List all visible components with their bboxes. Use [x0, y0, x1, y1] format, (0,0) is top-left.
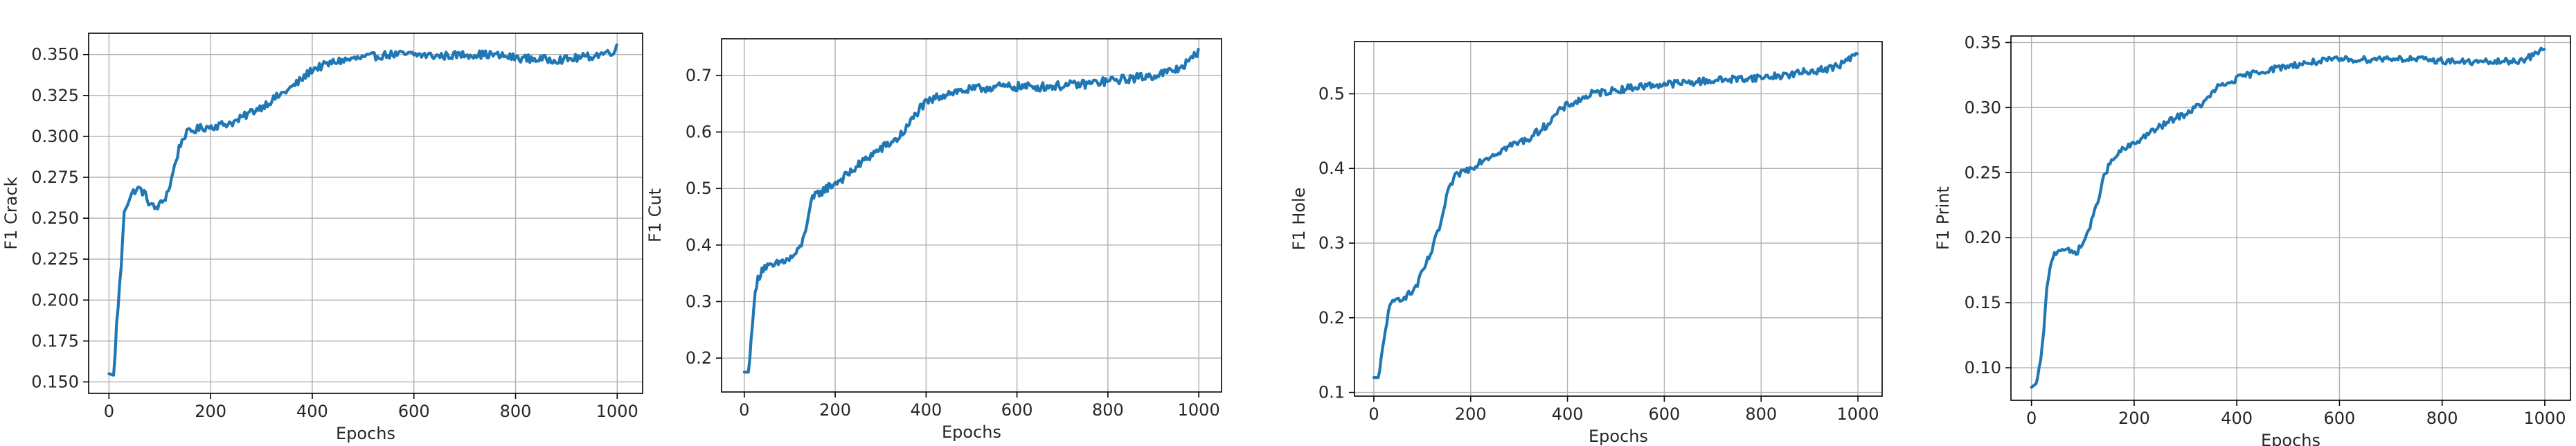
x-tick-label: 800 [500, 402, 532, 421]
x-tick-label: 800 [1092, 400, 1124, 420]
y-axis-label: F1 Crack [1, 177, 21, 249]
x-tick-label: 600 [2324, 409, 2356, 428]
y-tick-label: 0.150 [31, 372, 79, 391]
y-tick-label: 0.10 [1965, 358, 2001, 377]
y-tick-label: 0.1 [1318, 383, 1345, 402]
y-tick-label: 0.300 [31, 127, 79, 146]
x-axis-label: Epochs [942, 422, 1001, 442]
y-tick-label: 0.25 [1965, 163, 2001, 182]
x-axis-label: Epochs [1589, 427, 1648, 446]
plot-area [2011, 36, 2570, 400]
y-tick-label: 0.2 [686, 348, 712, 368]
x-tick-label: 200 [819, 400, 851, 420]
y-tick-label: 0.20 [1965, 228, 2001, 247]
y-tick-label: 0.15 [1965, 293, 2001, 312]
x-axis-label: Epochs [336, 424, 395, 443]
y-tick-label: 0.4 [686, 235, 712, 255]
y-tick-label: 0.200 [31, 290, 79, 310]
chart-f1-print: 0 200 400 600 800 1000 0.10 0.15 0.20 0.25 0.30 0.3… [1933, 33, 2571, 446]
x-tick-label: 0 [104, 402, 114, 421]
y-tick-label: 0.3 [686, 292, 712, 311]
x-tick-label: 200 [1455, 404, 1487, 424]
x-tick-label: 600 [398, 402, 430, 421]
x-tick-label: 400 [2221, 409, 2253, 428]
series-line [107, 43, 618, 377]
x-tick-label: 1000 [596, 402, 638, 421]
x-tick-label: 600 [1649, 404, 1681, 424]
y-axis-label: F1 Hole [1289, 188, 1309, 251]
x-tick-label: 400 [1552, 404, 1584, 424]
axes-frame [721, 38, 1222, 393]
x-tick-label: 400 [910, 400, 942, 420]
x-tick-label: 600 [1001, 400, 1033, 420]
x-tick-label: 1000 [1178, 400, 1220, 420]
y-tick-label: 0.35 [1965, 33, 2001, 52]
y-tick-label: 0.3 [1318, 233, 1345, 253]
y-axis-label: F1 Cut [645, 188, 665, 242]
y-tick-label: 0.325 [31, 86, 79, 105]
series-line [1372, 51, 1859, 380]
y-tick-label: 0.6 [686, 123, 712, 142]
x-tick-label: 800 [2426, 409, 2458, 428]
x-tick-label: 800 [1745, 404, 1777, 424]
y-tick-label: 0.350 [31, 45, 79, 64]
x-tick-label: 1000 [1837, 404, 1879, 424]
y-tick-label: 0.2 [1318, 308, 1345, 328]
chart-f1-cut: 0 200 400 600 800 1000 0.2 0.3 0.4 0.5 0.6 0.7 Epoch… [645, 38, 1222, 442]
x-tick-label: 400 [296, 402, 328, 421]
y-tick-label: 0.7 [686, 66, 712, 85]
y-tick-label: 0.4 [1318, 159, 1345, 178]
x-axis-label: Epochs [2261, 431, 2320, 446]
chart-f1-hole: 0 200 400 600 800 1000 0.1 0.2 0.3 0.4 0.5 Epochs F1… [1289, 41, 1883, 446]
series-line [2030, 46, 2546, 389]
plot-area [722, 39, 1222, 392]
x-tick-label: 1000 [2523, 409, 2566, 428]
x-tick-label: 0 [739, 400, 749, 420]
y-axis-label: F1 Print [1933, 186, 1953, 250]
plot-area [89, 33, 643, 393]
plot-area [1354, 42, 1882, 396]
y-tick-label: 0.175 [31, 331, 79, 350]
chart-f1-crack: 0 200 400 600 800 1000 0.150 0.175 0.200 0.225 0.2… [1, 33, 643, 443]
y-tick-label: 0.30 [1965, 98, 2001, 117]
axes-frame [88, 33, 643, 394]
x-tick-label: 200 [195, 402, 226, 421]
x-tick-label: 200 [2118, 409, 2150, 428]
x-tick-label: 0 [1368, 404, 1379, 424]
y-tick-label: 0.225 [31, 249, 79, 269]
x-tick-label: 0 [2026, 409, 2037, 428]
y-tick-label: 0.275 [31, 168, 79, 187]
y-tick-label: 0.250 [31, 208, 79, 228]
y-tick-label: 0.5 [686, 179, 712, 198]
axes-frame [2010, 35, 2571, 401]
axes-frame [1354, 41, 1883, 397]
series-line [742, 47, 1200, 374]
y-tick-label: 0.5 [1318, 84, 1345, 103]
